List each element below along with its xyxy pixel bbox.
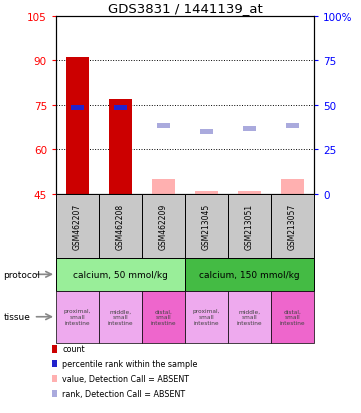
Bar	[271, 194, 314, 258]
Bar	[142, 194, 185, 258]
Text: calcium, 50 mmol/kg: calcium, 50 mmol/kg	[73, 270, 168, 279]
Bar	[286, 123, 299, 129]
Text: middle,
small
intestine: middle, small intestine	[237, 309, 262, 325]
Text: percentile rank within the sample: percentile rank within the sample	[62, 359, 198, 368]
Text: rank, Detection Call = ABSENT: rank, Detection Call = ABSENT	[62, 389, 186, 398]
Bar	[56, 291, 99, 343]
Bar	[281, 179, 304, 194]
Text: GSM213045: GSM213045	[202, 203, 211, 249]
Bar	[271, 291, 314, 343]
Bar	[71, 106, 84, 111]
Bar	[99, 194, 142, 258]
Bar	[185, 291, 228, 343]
Title: GDS3831 / 1441139_at: GDS3831 / 1441139_at	[108, 2, 262, 15]
Bar	[56, 258, 185, 291]
Bar	[114, 106, 127, 111]
Bar	[228, 291, 271, 343]
Text: protocol: protocol	[4, 270, 40, 279]
Text: tissue: tissue	[4, 313, 30, 321]
Text: GSM462209: GSM462209	[159, 203, 168, 249]
Bar	[185, 258, 314, 291]
Bar	[238, 191, 261, 194]
Bar	[109, 100, 132, 194]
Bar	[200, 129, 213, 135]
Bar	[66, 58, 89, 194]
Text: distal,
small
intestine: distal, small intestine	[151, 309, 176, 325]
Bar	[157, 123, 170, 129]
Text: value, Detection Call = ABSENT: value, Detection Call = ABSENT	[62, 374, 189, 383]
Bar	[243, 126, 256, 132]
Bar	[228, 194, 271, 258]
Bar	[195, 191, 218, 194]
Text: count: count	[62, 344, 85, 354]
Text: proximal,
small
intestine: proximal, small intestine	[64, 309, 91, 325]
Text: GSM462208: GSM462208	[116, 203, 125, 249]
Text: GSM462207: GSM462207	[73, 203, 82, 249]
Text: distal,
small
intestine: distal, small intestine	[280, 309, 305, 325]
Bar	[56, 194, 99, 258]
Bar	[99, 291, 142, 343]
Text: GSM213051: GSM213051	[245, 203, 254, 249]
Bar	[142, 291, 185, 343]
Text: calcium, 150 mmol/kg: calcium, 150 mmol/kg	[199, 270, 300, 279]
Text: middle,
small
intestine: middle, small intestine	[108, 309, 133, 325]
Bar	[152, 179, 175, 194]
Bar	[185, 194, 228, 258]
Text: GSM213057: GSM213057	[288, 203, 297, 249]
Text: proximal,
small
intestine: proximal, small intestine	[193, 309, 220, 325]
